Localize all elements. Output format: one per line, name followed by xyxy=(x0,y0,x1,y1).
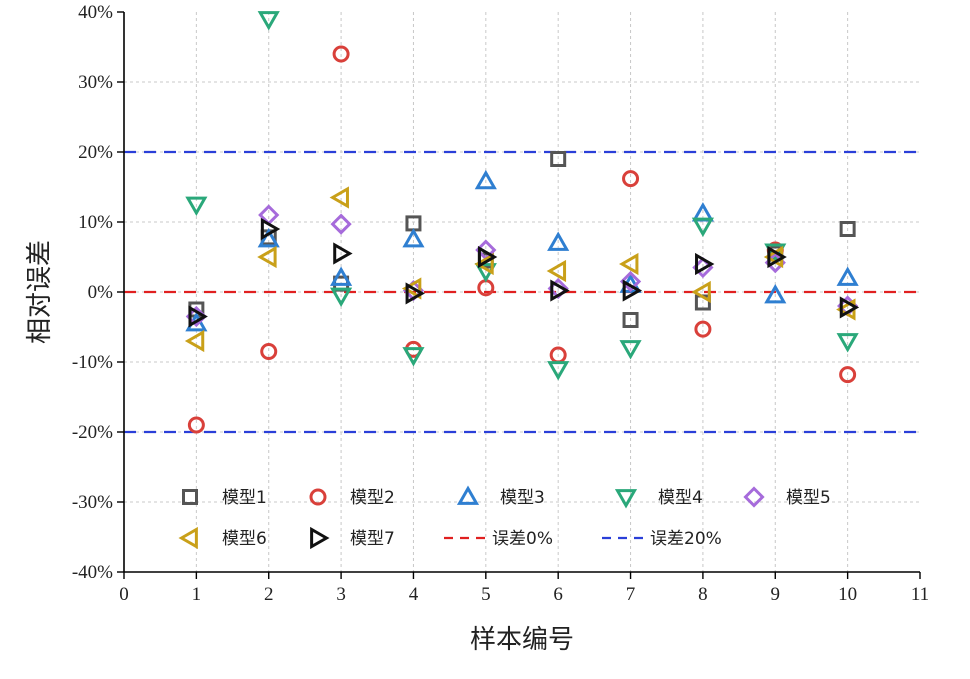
legend-label: 模型4 xyxy=(658,488,703,508)
point-series-3 xyxy=(474,169,497,190)
legend-marker-series-6 xyxy=(178,526,198,550)
axes: 40% 30% 20% 10% 0% -10% -20% -30% -40% 0 1 2 3 4 5 6 7 8 9… xyxy=(72,2,929,605)
legend-label: 模型7 xyxy=(350,529,395,549)
reference-lines xyxy=(124,150,920,434)
legend-marker-series-4 xyxy=(614,489,638,509)
legend-label: 模型2 xyxy=(350,488,395,508)
point-series-6 xyxy=(546,259,567,283)
point-series-7 xyxy=(260,217,281,241)
point-series-2 xyxy=(622,170,640,188)
point-series-4 xyxy=(402,347,425,367)
x-tick-label: 7 xyxy=(626,584,636,605)
point-series-4 xyxy=(619,340,642,360)
point-series-2 xyxy=(187,416,205,434)
point-series-7 xyxy=(622,279,643,302)
x-tick-label: 1 xyxy=(192,584,202,605)
y-tick-label: 0% xyxy=(88,282,114,303)
y-tick-label: -40% xyxy=(72,562,113,583)
point-series-2 xyxy=(839,366,857,384)
grid-lines xyxy=(124,12,920,572)
point-series-6 xyxy=(474,252,494,276)
x-tick-label: 10 xyxy=(838,584,857,605)
point-series-7 xyxy=(839,296,860,319)
point-series-7 xyxy=(767,245,787,269)
point-series-4 xyxy=(836,333,859,353)
point-series-6 xyxy=(619,252,639,276)
point-series-4 xyxy=(547,361,570,381)
y-tick-label: 30% xyxy=(78,72,113,93)
point-series-2 xyxy=(694,320,712,338)
point-series-3 xyxy=(764,283,787,304)
data-points xyxy=(184,11,860,434)
x-tick-label: 2 xyxy=(264,584,274,605)
point-series-1 xyxy=(839,221,856,237)
y-tick-label: 40% xyxy=(78,2,113,23)
x-tick-label: 0 xyxy=(119,584,129,605)
y-tick-label: -20% xyxy=(72,422,113,443)
point-series-4 xyxy=(764,243,787,263)
y-axis-title: 相对误差 xyxy=(25,240,55,344)
legend-label: 模型5 xyxy=(786,488,831,508)
point-series-1 xyxy=(622,312,639,328)
point-series-3 xyxy=(402,227,425,248)
point-series-7 xyxy=(333,242,353,265)
x-tick-label: 3 xyxy=(336,584,346,605)
point-series-3 xyxy=(547,231,570,251)
point-series-5 xyxy=(619,270,642,293)
y-tick-label: -10% xyxy=(72,352,113,373)
x-tick-label: 4 xyxy=(409,584,419,605)
legend-marker-series-5 xyxy=(743,486,765,508)
y-tick-label: 10% xyxy=(78,212,113,233)
point-series-3 xyxy=(330,266,353,286)
point-series-6 xyxy=(691,280,711,304)
legend-marker-series-3 xyxy=(456,485,480,505)
x-tick-label: 8 xyxy=(698,584,708,605)
x-tick-label: 11 xyxy=(911,584,929,605)
legend-marker-series-2 xyxy=(309,488,327,506)
point-series-4 xyxy=(691,217,714,238)
legend-marker-series-7 xyxy=(310,526,330,550)
point-series-4 xyxy=(185,196,208,217)
point-series-5 xyxy=(330,213,352,235)
point-series-6 xyxy=(401,277,422,300)
point-series-4 xyxy=(330,287,353,308)
point-series-7 xyxy=(695,252,715,276)
x-axis-title: 样本编号 xyxy=(470,625,574,655)
point-series-1 xyxy=(550,151,567,167)
legend-label: 误差20% xyxy=(650,529,722,549)
legend-label: 模型6 xyxy=(222,529,267,549)
point-series-7 xyxy=(477,245,498,269)
point-series-2 xyxy=(332,45,350,63)
legend-label: 模型1 xyxy=(222,488,267,508)
y-tick-label: 20% xyxy=(78,142,113,163)
x-tick-label: 6 xyxy=(553,584,563,605)
legend-label: 误差0% xyxy=(492,529,553,549)
point-series-4 xyxy=(257,11,280,31)
y-tick-label: -30% xyxy=(72,492,113,513)
legend: 模型1 模型2 模型3 模型4 模型5 模型6 模型7 误差0% 误差20% xyxy=(178,485,831,550)
point-series-2 xyxy=(260,343,278,360)
point-series-6 xyxy=(257,245,277,269)
x-tick-label: 5 xyxy=(481,584,491,605)
point-series-7 xyxy=(188,305,208,328)
legend-label: 模型3 xyxy=(500,488,545,508)
point-series-7 xyxy=(550,279,570,302)
point-series-6 xyxy=(329,186,349,209)
x-tick-label: 9 xyxy=(771,584,781,605)
point-series-3 xyxy=(836,266,859,286)
point-series-3 xyxy=(257,227,280,248)
point-series-6 xyxy=(184,329,205,353)
legend-marker-series-1 xyxy=(182,489,198,505)
point-series-7 xyxy=(405,282,425,305)
